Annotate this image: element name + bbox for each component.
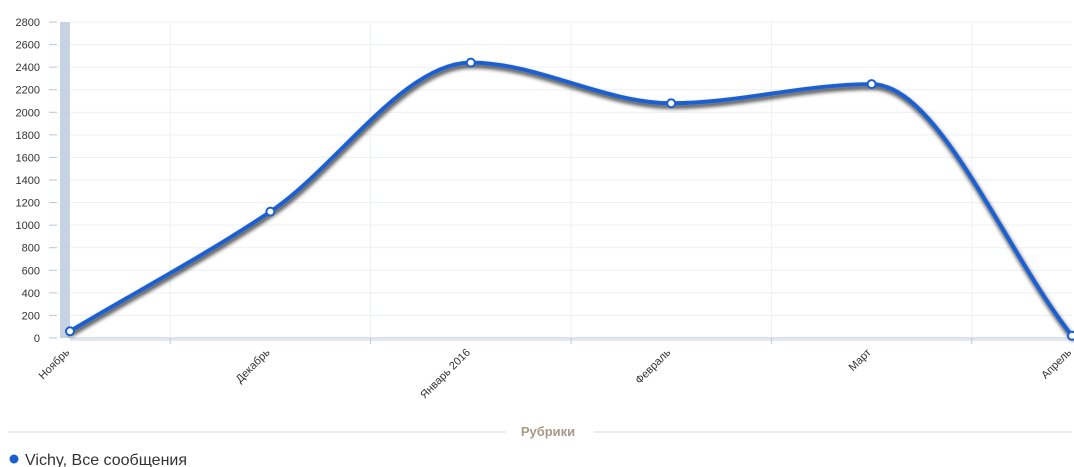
grid [70,21,1072,344]
y-tick-label: 1000 [16,220,40,232]
y-tick-label: 1800 [16,130,40,142]
x-tick-label: Ноябрь [37,346,73,382]
series-line [68,60,1074,338]
x-tick-label: Апрель [1039,346,1074,381]
x-tick-label: Март [847,347,874,374]
y-tick-label: 600 [22,265,40,277]
data-point[interactable] [65,326,75,337]
legend-title: Рубрики [521,424,575,439]
y-tick-label: 1600 [16,152,40,164]
y-tick-label: 1200 [16,198,40,210]
y-tick-label: 200 [22,310,40,322]
y-tick-label: 1400 [16,175,40,187]
x-tick-label: Февраль [633,346,673,386]
y-tick-label: 2800 [16,17,40,29]
data-point[interactable] [866,79,877,90]
x-tick-label: Январь 2016 [418,347,473,402]
y-axis-band [60,22,70,338]
data-point[interactable] [666,98,677,109]
legend-item-label[interactable]: Vichy, Все сообщения [25,452,187,467]
y-tick-label: 800 [22,243,40,255]
data-point[interactable] [1067,330,1074,341]
y-tick-label: 2400 [16,62,40,74]
series-layer [65,57,1074,341]
y-tick-label: 2200 [16,85,40,97]
data-point[interactable] [265,206,276,217]
x-axis-ticks: Ноябрь Декабрь Январь 2016 Февраль Март Апрел… [37,346,1074,401]
legend: Рубрики Vichy, Все сообщения [8,424,1072,467]
y-axis-ticks: 0 200 400 600 800 1000 1200 1400 1600 1800 2000 220… [16,17,57,345]
y-tick-label: 2600 [16,40,40,52]
x-tick-label: Декабрь [234,346,273,385]
y-tick-label: 0 [34,333,40,345]
data-point[interactable] [465,57,476,68]
y-tick-label: 400 [22,288,40,300]
legend-marker-icon [9,454,19,464]
y-tick-label: 2000 [16,107,40,119]
